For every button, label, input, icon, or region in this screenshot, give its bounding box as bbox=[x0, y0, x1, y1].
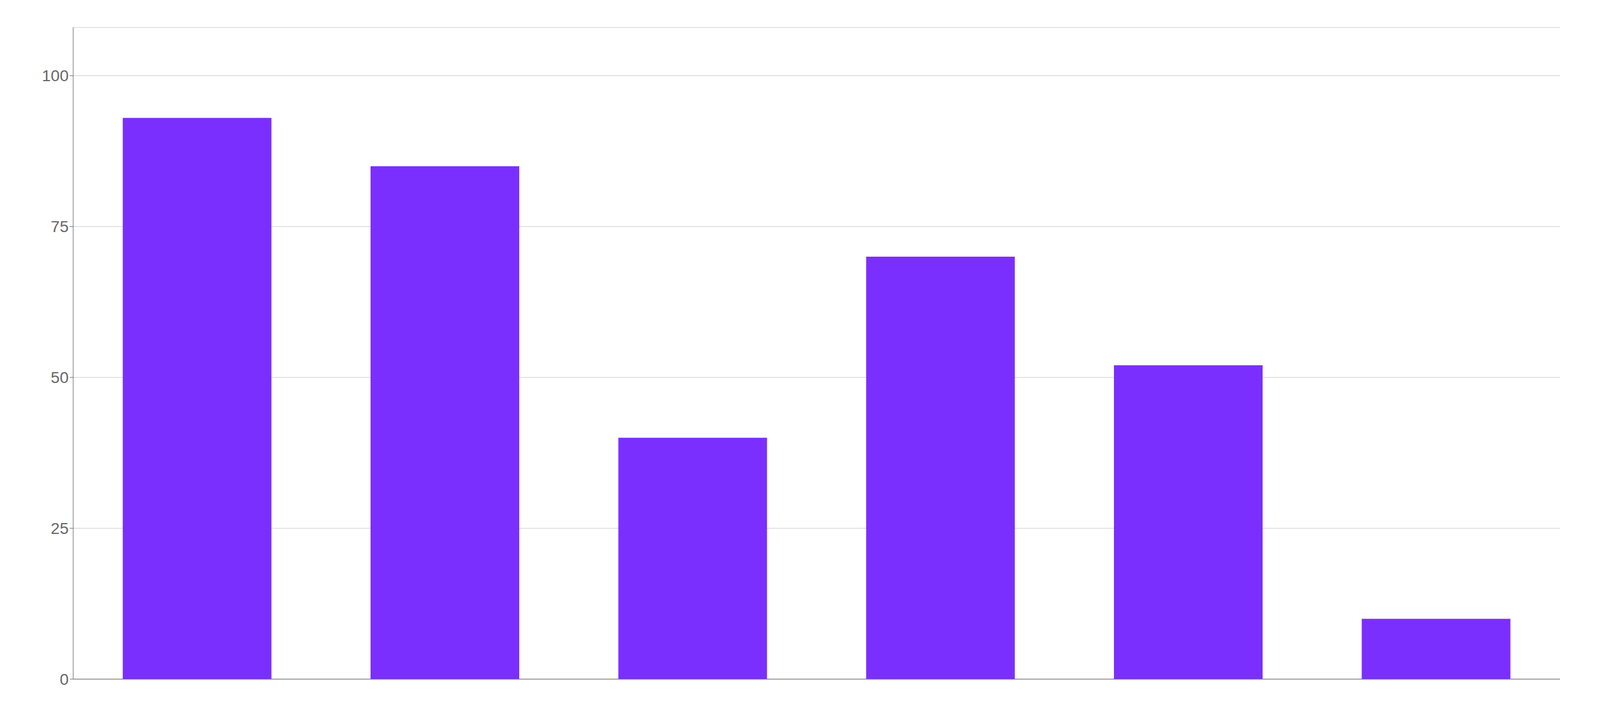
svg-text:100: 100 bbox=[41, 66, 69, 85]
svg-text:50: 50 bbox=[50, 368, 69, 387]
svg-text:75: 75 bbox=[50, 217, 69, 236]
svg-text:0: 0 bbox=[59, 670, 69, 689]
svg-text:25: 25 bbox=[50, 519, 69, 538]
